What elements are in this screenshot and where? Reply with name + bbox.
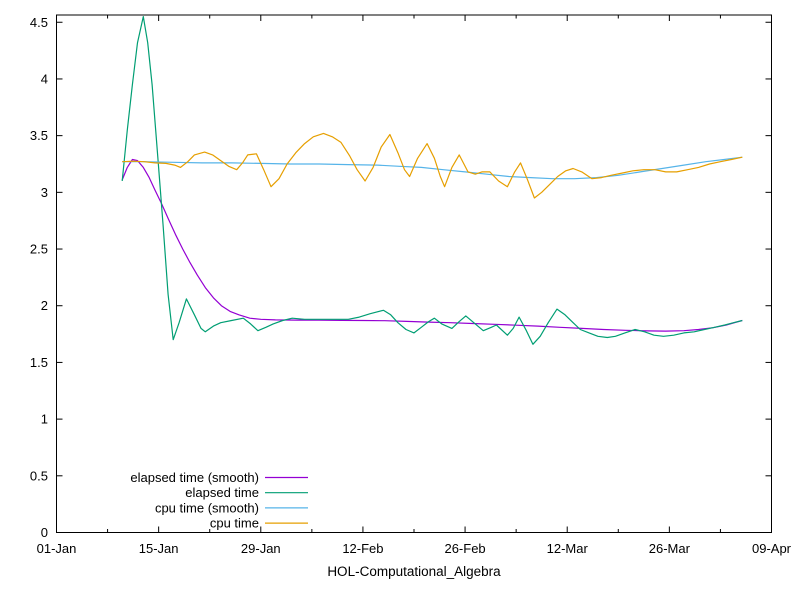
y-tick-label: 4 [41, 71, 48, 86]
x-tick-label: 12-Mar [547, 541, 589, 556]
series-elapsed-time [121, 16, 743, 345]
x-tick-label: 26-Feb [444, 541, 485, 556]
x-tick-label: 12-Feb [342, 541, 383, 556]
legend-label: cpu time (smooth) [155, 500, 259, 515]
y-tick-label: 2 [41, 298, 48, 313]
series-lines [121, 16, 743, 345]
legend-label: elapsed time (smooth) [130, 470, 259, 485]
y-tick-label: 1.5 [30, 355, 48, 370]
y-tick-label: 2.5 [30, 242, 48, 257]
series-cpu-time [122, 132, 743, 199]
series-elapsed-time-smooth- [121, 158, 743, 332]
x-tick-label: 29-Jan [241, 541, 281, 556]
x-tick-label: 15-Jan [139, 541, 179, 556]
y-tick-label: 4.5 [30, 15, 48, 30]
axis-ticks [56, 15, 772, 533]
y-tick-label: 0.5 [30, 468, 48, 483]
legend-label: elapsed time [185, 485, 259, 500]
plot-border [56, 14, 772, 533]
y-tick-label: 3 [41, 185, 48, 200]
axis-tick-labels: 01-Jan 15-Jan 29-Jan 12-Feb 26-Feb 12-Mar 26-M… [30, 15, 792, 556]
y-tick-label: 3.5 [30, 128, 48, 143]
x-tick-label: 09-Apr [752, 541, 792, 556]
y-tick-label: 1 [41, 412, 48, 427]
legend-label: cpu time [210, 516, 259, 531]
chart-title: HOL-Computational_Algebra [327, 564, 501, 579]
x-tick-label: 01-Jan [37, 541, 77, 556]
y-tick-label: 0 [41, 525, 48, 540]
x-tick-label: 26-Mar [649, 541, 691, 556]
series-cpu-time-smooth- [122, 156, 743, 180]
